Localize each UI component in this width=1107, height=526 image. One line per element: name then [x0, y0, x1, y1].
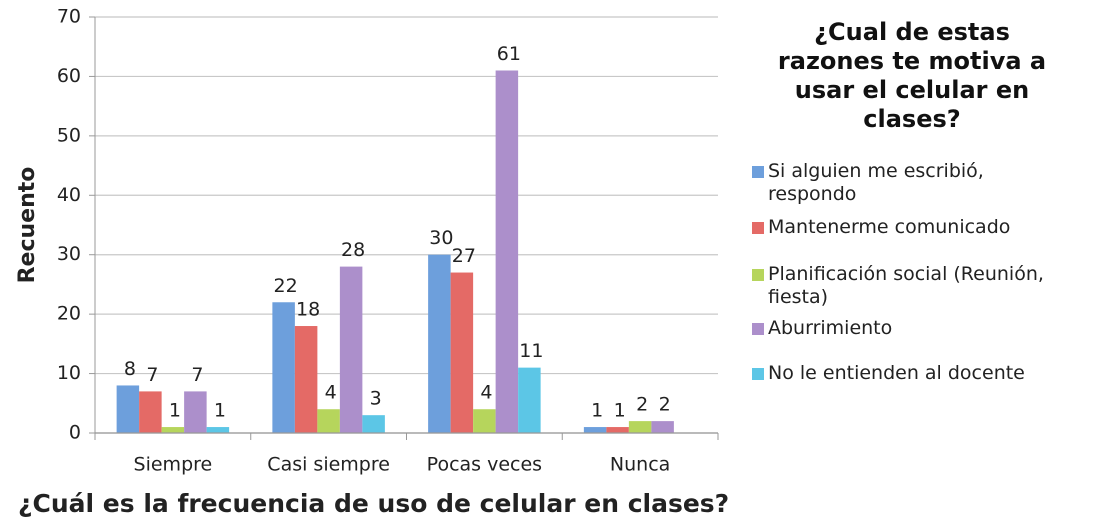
- bar: [206, 427, 230, 433]
- legend-swatch: [752, 166, 764, 178]
- chart: Recuento ¿Cuál es la frecuencia de uso d…: [15, 6, 729, 519]
- data-label: 1: [214, 400, 226, 422]
- legend-entry: Aburrimiento: [752, 317, 1097, 340]
- legend-swatch: [752, 222, 764, 234]
- data-label: 3: [370, 388, 382, 410]
- bar: [161, 427, 185, 433]
- bar: [339, 266, 363, 433]
- legend-label: Mantenerme comunicado: [768, 216, 1011, 238]
- legend: Si alguien me escribió, respondo Mantener…: [752, 160, 1097, 385]
- legend-entry: Si alguien me escribió, respondo: [752, 160, 1097, 206]
- bar: [294, 326, 318, 433]
- data-label: 7: [191, 364, 203, 386]
- x-tick-label: Pocas veces: [427, 454, 542, 476]
- bar: [139, 391, 162, 433]
- x-axis-label: ¿Cuál es la frecuencia de uso de celular…: [18, 489, 729, 518]
- legend-label: No le entienden al docente: [768, 362, 1025, 384]
- legend-swatch: [752, 269, 764, 281]
- bar: [362, 415, 385, 433]
- x-tick-label: Nunca: [610, 454, 670, 476]
- y-tick-label: 50: [57, 124, 81, 146]
- bar: [495, 70, 519, 433]
- y-tick-label: 40: [57, 184, 81, 206]
- data-label: 1: [614, 400, 626, 422]
- data-label: 4: [480, 382, 492, 404]
- y-tick-label: 70: [57, 6, 81, 28]
- data-label: 22: [274, 275, 298, 297]
- y-tick-label: 60: [57, 65, 81, 87]
- bar: [651, 421, 674, 433]
- data-label: 1: [169, 400, 181, 422]
- bar: [116, 385, 140, 433]
- y-tick-label: 20: [57, 303, 81, 325]
- legend-entry: No le entienden al docente: [752, 362, 1097, 385]
- y-tick-label: 0: [69, 422, 81, 444]
- bar: [518, 367, 541, 433]
- data-label: 27: [452, 245, 476, 267]
- data-label: 18: [296, 299, 320, 321]
- bar: [428, 254, 451, 433]
- bar: [317, 409, 340, 433]
- legend-label: Aburrimiento: [768, 317, 893, 339]
- bar: [184, 391, 207, 433]
- legend-title: ¿Cual de estas razones te motiva a usar …: [777, 18, 1047, 133]
- data-label: 1: [591, 400, 603, 422]
- bar: [628, 421, 652, 433]
- x-tick-label: Siempre: [134, 454, 213, 476]
- data-label: 2: [659, 394, 671, 416]
- y-tick-label: 10: [57, 362, 81, 384]
- bar: [450, 272, 474, 433]
- data-label: 28: [341, 239, 365, 261]
- legend-swatch: [752, 368, 764, 380]
- bar: [473, 409, 496, 433]
- data-label: 4: [325, 382, 337, 404]
- legend-swatch: [752, 323, 764, 335]
- data-label: 11: [519, 340, 543, 362]
- bar: [606, 427, 629, 433]
- legend-label: Planificación social (Reunión, fiesta): [768, 263, 1044, 308]
- x-tick-label: Casi siempre: [267, 454, 390, 476]
- y-tick-label: 30: [57, 243, 81, 265]
- y-axis-label: Recuento: [15, 167, 40, 284]
- legend-entry: Mantenerme comunicado: [752, 216, 1097, 239]
- bar: [272, 302, 295, 433]
- data-label: 8: [124, 358, 136, 380]
- data-label: 7: [146, 364, 158, 386]
- data-label: 61: [497, 43, 521, 65]
- legend-entry: Planificación social (Reunión, fiesta): [752, 263, 1097, 309]
- data-label: 30: [429, 227, 453, 249]
- legend-label: Si alguien me escribió, respondo: [768, 160, 984, 205]
- data-label: 2: [636, 394, 648, 416]
- bar: [583, 427, 607, 433]
